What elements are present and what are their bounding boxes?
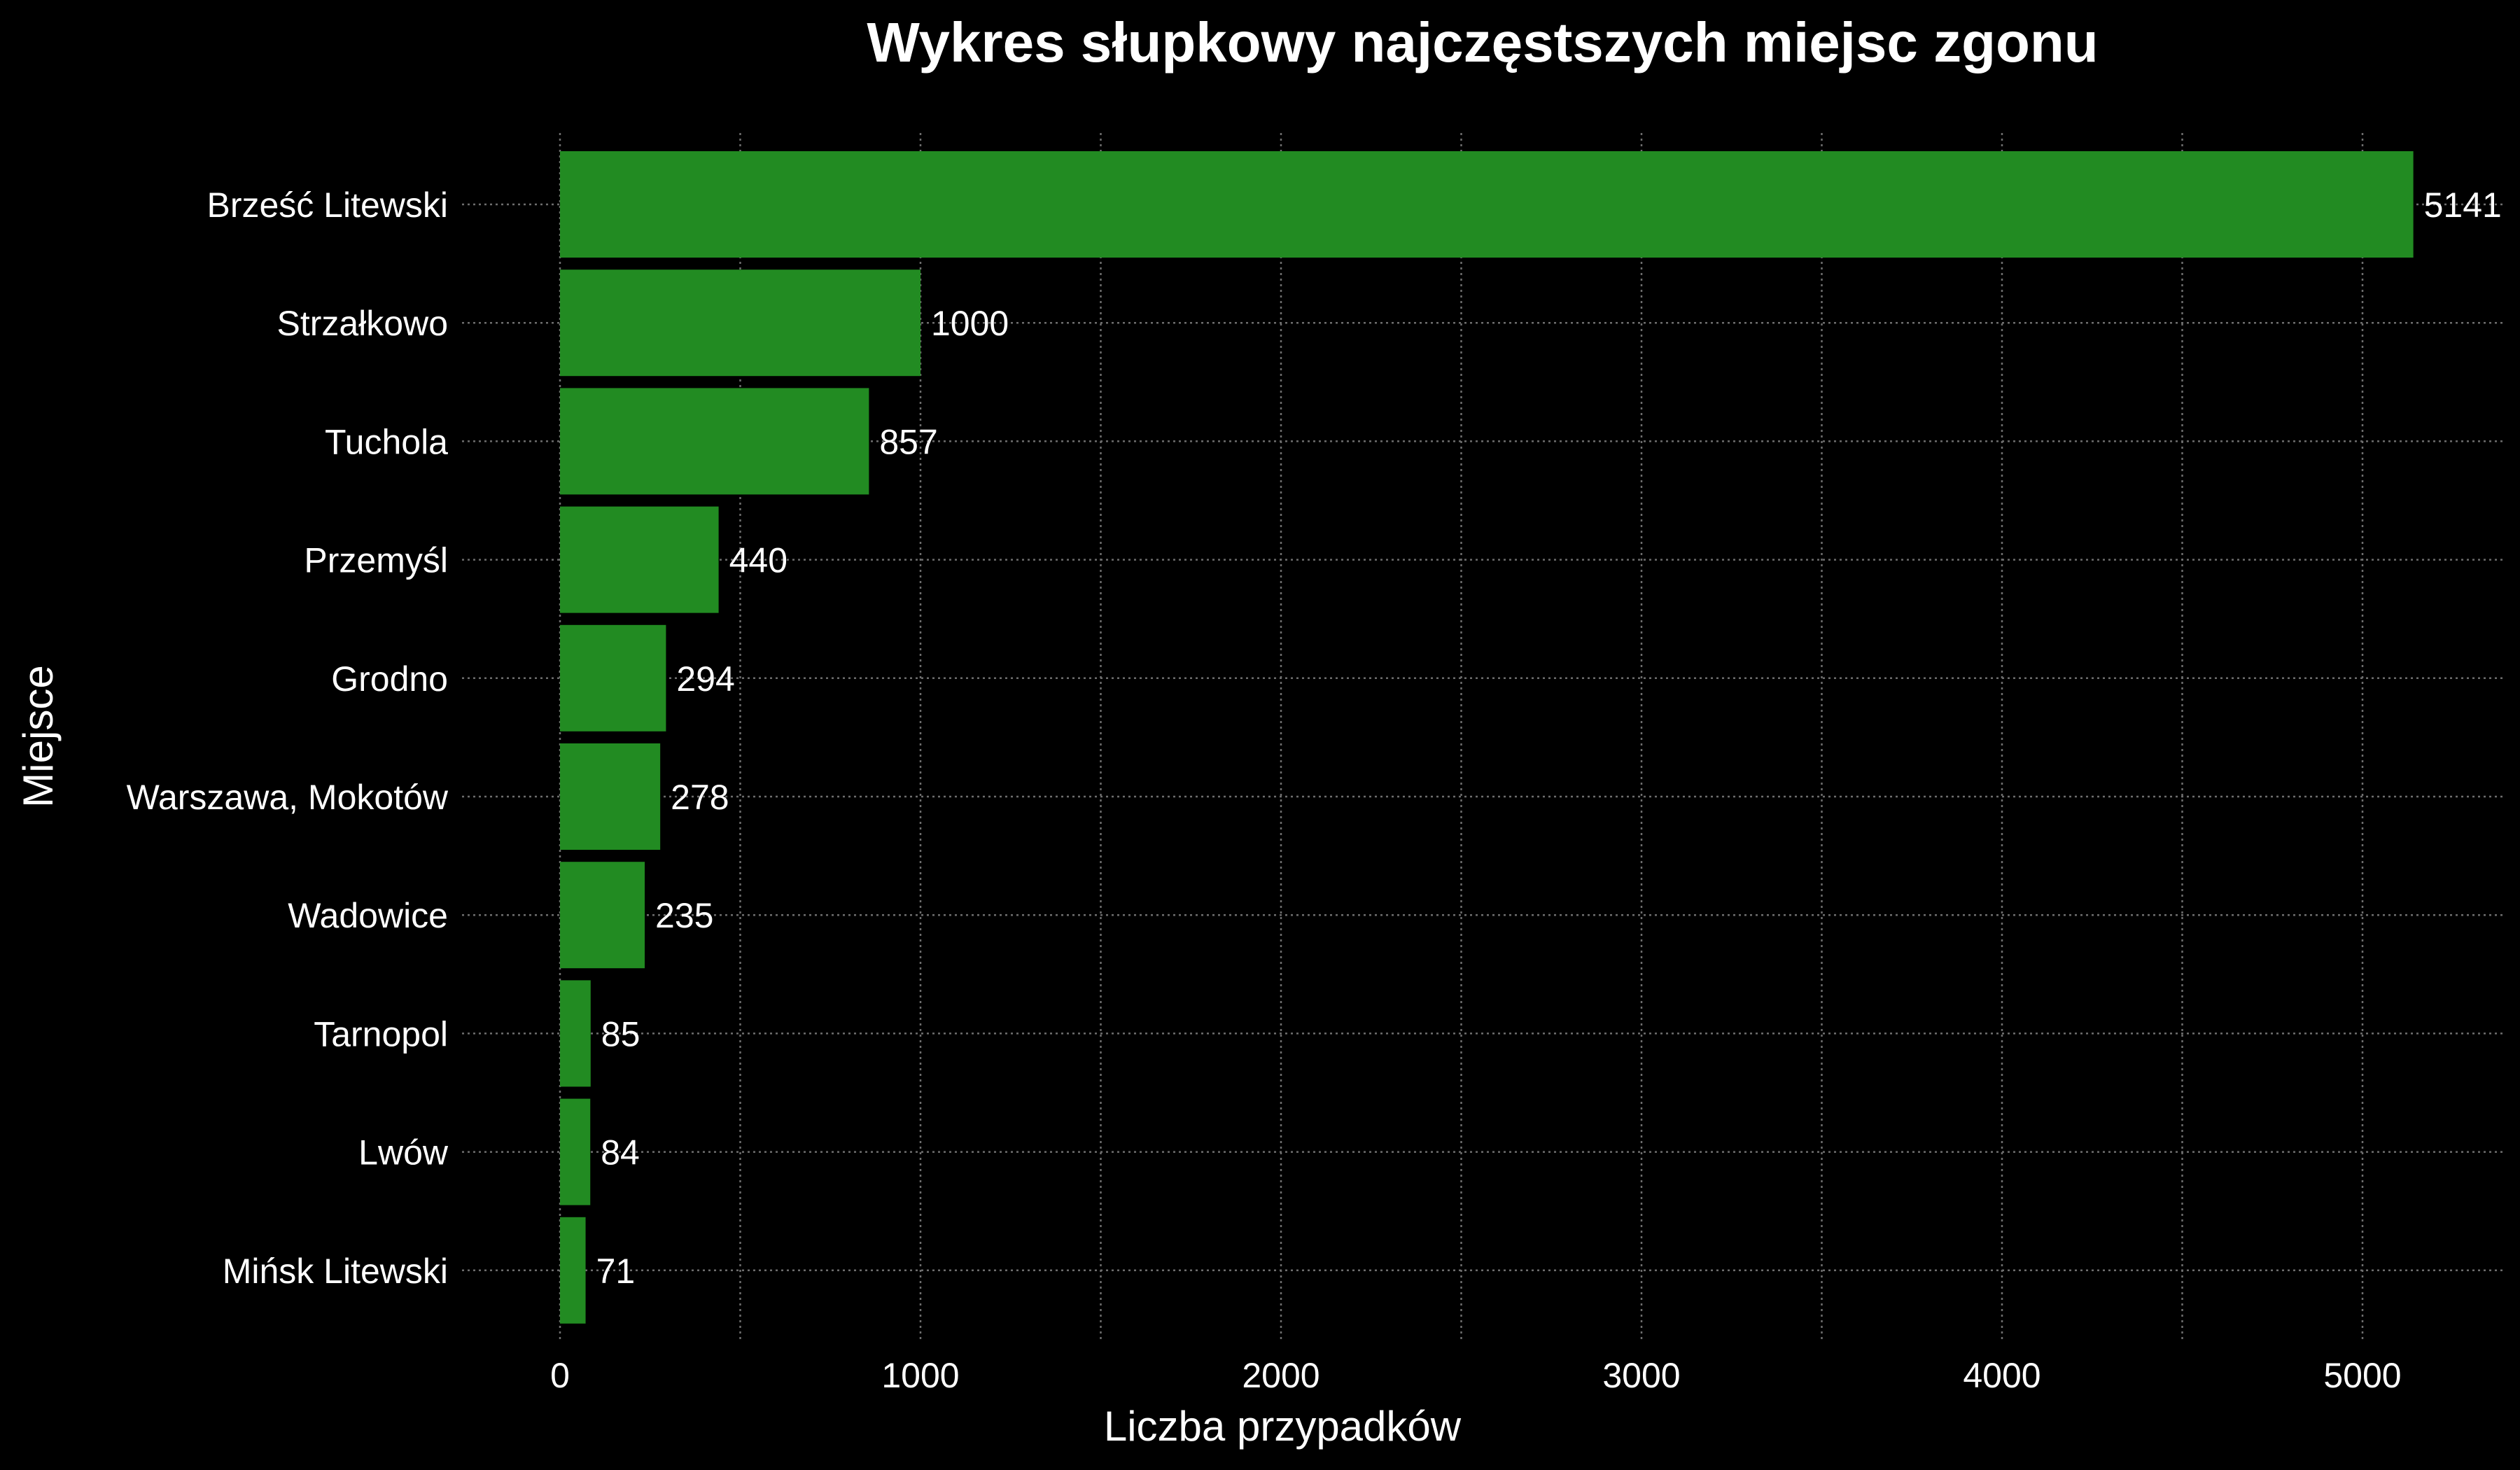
x-tick-label: 1000 <box>881 1356 959 1395</box>
y-axis-title: Miejsce <box>15 665 62 807</box>
x-tick-label: 4000 <box>1963 1356 2040 1395</box>
y-tick-label: Tarnopol <box>314 1014 448 1054</box>
bars <box>560 151 2414 1324</box>
x-axis-title: Liczba przypadków <box>1104 1403 1462 1450</box>
bar-value-label: 235 <box>655 896 713 935</box>
bar-value-label: 857 <box>879 422 937 461</box>
bar-value-label: 71 <box>596 1252 636 1291</box>
y-tick-label: Warszawa, Mokotów <box>127 778 449 817</box>
bar-value-label: 294 <box>676 659 734 699</box>
bar-value-label: 440 <box>729 541 788 580</box>
data-labels: 5141 1000 857 440 294 278 235 85 84 71 <box>596 186 2502 1291</box>
bar <box>560 980 591 1087</box>
bar <box>560 743 661 850</box>
y-tick-label: Brześć Litewski <box>206 186 448 225</box>
y-tick-label: Wadowice <box>288 896 448 935</box>
bar-value-label: 84 <box>601 1133 640 1172</box>
x-tick-label: 0 <box>550 1356 570 1395</box>
bar <box>560 1217 586 1324</box>
bar-value-label: 1000 <box>931 304 1009 343</box>
x-tick-label: 5000 <box>2323 1356 2401 1395</box>
x-tick-label: 3000 <box>1602 1356 1680 1395</box>
y-tick-label: Grodno <box>331 659 448 699</box>
bar <box>560 151 2414 258</box>
x-tick-labels: 0 1000 2000 3000 4000 5000 <box>550 1356 2402 1395</box>
bar-value-label: 85 <box>601 1014 640 1054</box>
bar <box>560 862 645 969</box>
y-tick-label: Strzałkowo <box>276 304 448 343</box>
bar <box>560 624 666 732</box>
y-tick-label: Przemyśl <box>304 541 448 580</box>
bar-value-label: 278 <box>671 778 729 817</box>
bar <box>560 270 920 377</box>
bar-value-label: 5141 <box>2424 186 2502 225</box>
y-tick-label: Tuchola <box>325 422 448 461</box>
bar <box>560 506 719 613</box>
y-tick-labels: Brześć Litewski Strzałkowo Tuchola Przemyśl… <box>127 186 449 1291</box>
bar <box>560 388 869 495</box>
chart-title: Wykres słupkowy najczęstszych miejsc zgo… <box>867 11 2098 74</box>
y-tick-label: Lwów <box>358 1133 449 1172</box>
y-tick-label: Mińsk Litewski <box>223 1252 448 1291</box>
x-tick-label: 2000 <box>1242 1356 1320 1395</box>
bar <box>560 1098 591 1205</box>
